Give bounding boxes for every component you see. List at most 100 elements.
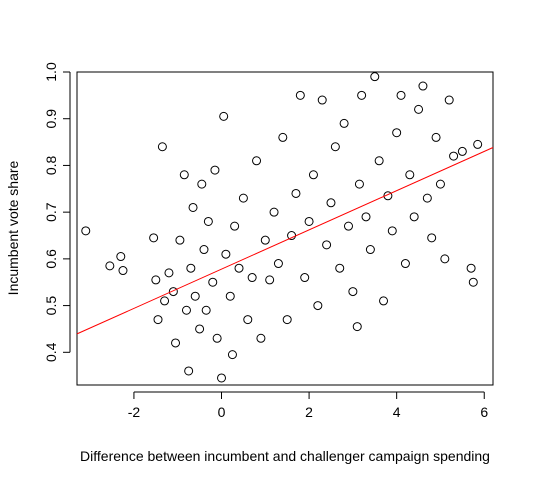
data-point <box>291 188 301 198</box>
data-point <box>352 322 362 332</box>
data-point <box>160 296 170 306</box>
data-point <box>326 198 336 208</box>
data-point <box>153 315 163 325</box>
data-point <box>225 291 235 301</box>
data-point <box>392 128 402 138</box>
data-point <box>273 259 283 269</box>
data-point <box>265 275 275 285</box>
data-point <box>374 156 384 166</box>
data-point <box>238 193 248 203</box>
plot-frame <box>76 71 494 386</box>
y-axis: 0.4 0.5 0.6 0.7 0.8 0.9 1.0 <box>43 62 71 362</box>
data-point <box>440 254 450 264</box>
data-point <box>190 291 200 301</box>
data-point <box>361 212 371 222</box>
data-point <box>295 90 305 100</box>
data-point <box>379 296 389 306</box>
y-tick-label: 0.5 <box>43 296 59 316</box>
data-point <box>343 221 353 231</box>
data-point <box>282 315 292 325</box>
x-tick-label: 4 <box>393 404 401 420</box>
data-point <box>357 90 367 100</box>
data-point <box>405 170 415 180</box>
data-point <box>313 301 323 311</box>
data-point <box>195 324 205 334</box>
data-point <box>212 333 222 343</box>
data-point <box>322 240 332 250</box>
points-layer <box>81 72 483 383</box>
data-point <box>449 151 459 161</box>
y-axis-title: Incumbent vote share <box>5 160 21 295</box>
data-point <box>116 252 126 262</box>
data-point <box>330 142 340 152</box>
x-axis: -2 0 2 4 6 <box>128 391 488 420</box>
data-point <box>396 90 406 100</box>
data-point <box>468 277 478 287</box>
data-point <box>422 193 432 203</box>
data-point <box>387 226 397 236</box>
data-point <box>105 261 115 271</box>
data-point <box>179 170 189 180</box>
data-point <box>219 111 229 121</box>
data-point <box>383 191 393 201</box>
data-point <box>247 273 257 283</box>
data-point <box>118 266 128 276</box>
data-point <box>164 268 174 278</box>
data-point <box>230 221 240 231</box>
data-point <box>308 170 318 180</box>
y-tick-label: 0.6 <box>43 249 59 269</box>
data-point <box>418 81 428 91</box>
data-point <box>348 287 358 297</box>
data-point <box>199 245 209 255</box>
data-point <box>427 233 437 243</box>
x-tick-label: 2 <box>305 404 313 420</box>
data-point <box>431 132 441 142</box>
data-point <box>184 366 194 376</box>
data-point <box>339 118 349 128</box>
data-point <box>354 179 364 189</box>
data-point <box>201 305 211 315</box>
data-point <box>335 263 345 273</box>
data-point <box>210 165 220 175</box>
x-tick-label: 6 <box>480 404 488 420</box>
data-point <box>370 72 380 82</box>
data-point <box>435 179 445 189</box>
data-point <box>203 216 213 226</box>
data-point <box>175 235 185 245</box>
data-point <box>181 305 191 315</box>
data-point <box>414 104 424 114</box>
data-point <box>149 233 159 243</box>
data-point <box>317 95 327 105</box>
data-point <box>197 179 207 189</box>
y-tick-label: 0.8 <box>43 155 59 175</box>
data-point <box>466 263 476 273</box>
data-point <box>365 245 375 255</box>
data-point <box>171 338 181 348</box>
data-point <box>243 315 253 325</box>
data-point <box>252 156 262 166</box>
data-point <box>444 95 454 105</box>
data-point <box>457 146 467 156</box>
data-point <box>221 249 231 259</box>
data-point <box>473 139 483 149</box>
y-tick-label: 0.7 <box>43 202 59 222</box>
regression-line <box>76 147 494 335</box>
data-point <box>227 350 237 360</box>
data-point <box>300 273 310 283</box>
y-tick-label: 0.9 <box>43 109 59 129</box>
data-point <box>186 263 196 273</box>
x-tick-label: 0 <box>218 404 226 420</box>
data-point <box>208 277 218 287</box>
x-tick-label: -2 <box>128 404 141 420</box>
data-point <box>157 142 167 152</box>
data-point <box>304 216 314 226</box>
data-point <box>260 235 270 245</box>
data-point <box>151 275 161 285</box>
data-point <box>400 259 410 269</box>
data-point <box>81 226 91 236</box>
data-point <box>269 207 279 217</box>
data-point <box>188 202 198 212</box>
data-point <box>217 373 227 383</box>
